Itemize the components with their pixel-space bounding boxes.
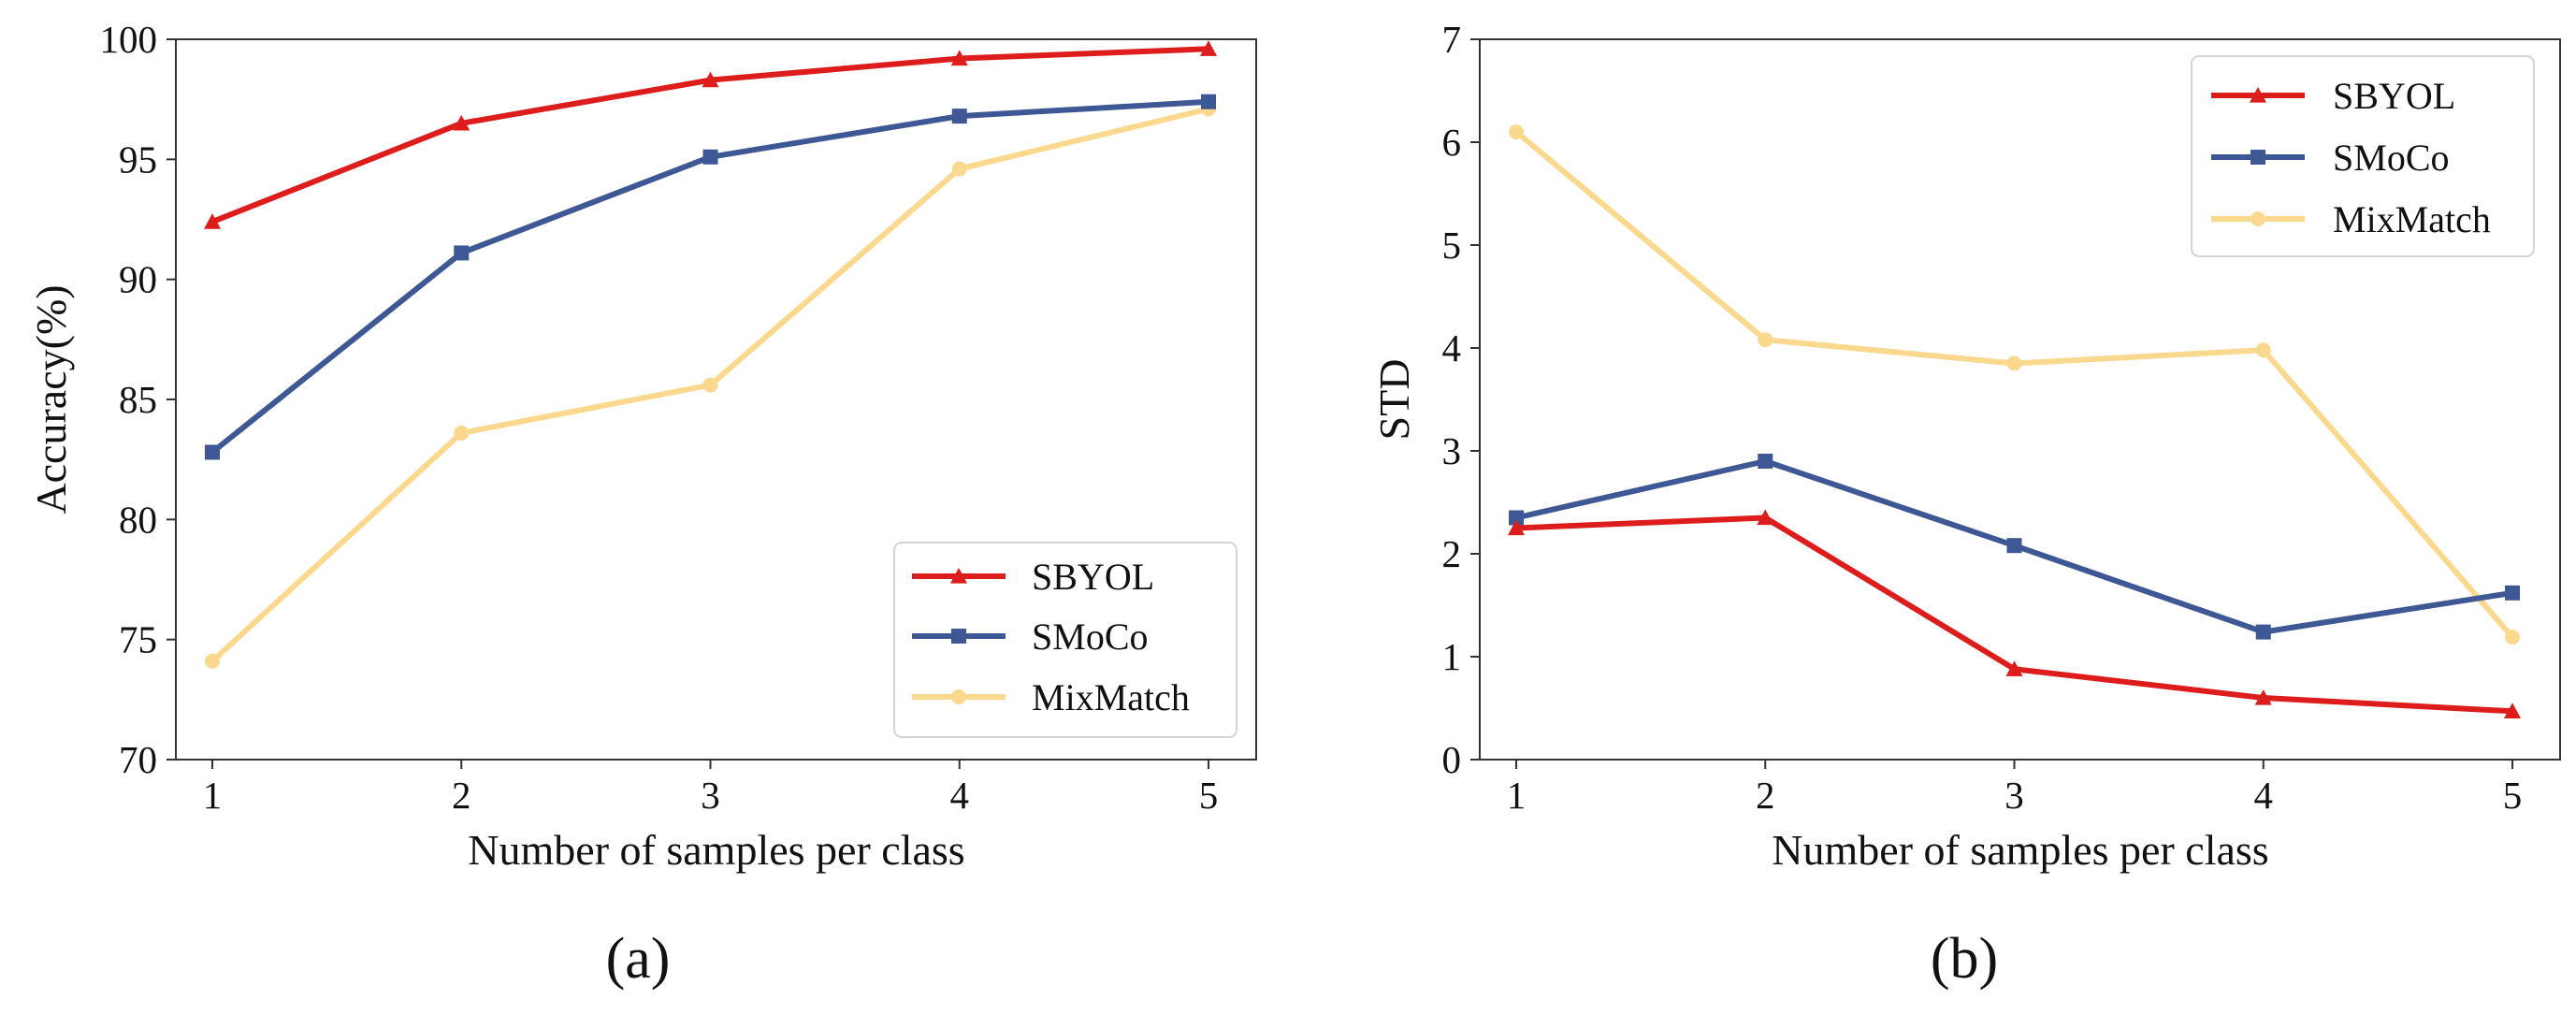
- x-tick-label-b-0: 1: [1507, 774, 1527, 817]
- x-tick-label-b-2: 3: [2004, 774, 2024, 817]
- x-axis-title-a: Number of samples per class: [468, 826, 964, 874]
- x-tick-label-a-4: 5: [1199, 774, 1219, 817]
- point-smoco-a-1: [454, 245, 470, 261]
- x-tick-label-a-3: 4: [950, 774, 970, 817]
- series-sbyol-a: [204, 40, 1217, 229]
- chart-panel-a: 1 2 3 4 5 70 75 80 85 90 95 100 Number of samples p…: [27, 18, 1257, 991]
- x-axis-title-b: Number of samples per class: [1772, 826, 2268, 874]
- y-tick-label-b-6: 6: [1442, 121, 1462, 164]
- point-mixmatch-a-3: [951, 161, 967, 177]
- y-tick-label-b-4: 4: [1442, 326, 1462, 370]
- legend-marker-sbyol-b: [2250, 87, 2266, 103]
- legend-label-sbyol-a: SBYOL: [1032, 556, 1154, 598]
- y-tick-label-b-2: 2: [1442, 532, 1462, 575]
- x-tick-label-a-0: 1: [203, 774, 223, 817]
- point-smoco-b-3: [2255, 624, 2271, 640]
- point-sbyol-b-2: [2005, 660, 2023, 676]
- legend-item-sbyol-b: SBYOL: [2211, 75, 2455, 117]
- y-tick-label-a-3: 85: [119, 378, 157, 421]
- point-mixmatch-b-1: [1758, 332, 1773, 348]
- y-tick-label-a-0: 70: [119, 738, 157, 781]
- series-smoco-b: [1509, 454, 2520, 640]
- legend-b: SBYOL SMoCo MixMatch: [2191, 55, 2535, 257]
- point-mixmatch-b-0: [1509, 124, 1524, 139]
- plot-frame-b: [1479, 38, 2561, 761]
- point-sbyol-b-3: [2254, 689, 2272, 705]
- point-sbyol-a-3: [950, 50, 968, 66]
- point-mixmatch-b-3: [2255, 342, 2271, 358]
- x-tick-label-b-4: 5: [2503, 774, 2523, 817]
- legend-label-sbyol-b: SBYOL: [2333, 75, 2455, 117]
- y-axis-title-a: Accuracy(%): [27, 284, 75, 514]
- x-tick-label-a-1: 2: [452, 774, 471, 817]
- x-tick-label-b-1: 2: [1756, 774, 1775, 817]
- y-axis-title-b: STD: [1370, 359, 1418, 441]
- point-smoco-a-3: [951, 109, 967, 124]
- legend-label-smoco-a: SMoCo: [1032, 616, 1149, 658]
- legend-item-mixmatch-a: MixMatch: [912, 676, 1190, 718]
- point-smoco-b-2: [2006, 538, 2022, 554]
- legend-marker-mixmatch-b: [2250, 211, 2265, 226]
- point-sbyol-b-1: [1757, 509, 1774, 526]
- series-mixmatch-b: [1509, 124, 2520, 645]
- series-layer-a: [204, 40, 1217, 669]
- legend-item-smoco-b: SMoCo: [2211, 137, 2450, 179]
- point-sbyol-a-4: [1200, 40, 1217, 56]
- y-tick-label-b-7: 7: [1442, 18, 1462, 61]
- point-smoco-a-2: [702, 149, 718, 165]
- y-tick-label-b-5: 5: [1442, 224, 1462, 267]
- point-mixmatch-a-1: [454, 425, 470, 441]
- point-smoco-b-0: [1509, 510, 1524, 526]
- point-smoco-a-0: [205, 444, 220, 460]
- legend-item-mixmatch-b: MixMatch: [2211, 198, 2491, 240]
- legend-marker-sbyol-a: [950, 568, 967, 584]
- point-smoco-b-4: [2505, 585, 2520, 601]
- series-smoco-a: [205, 94, 1216, 460]
- point-mixmatch-b-2: [2006, 355, 2022, 371]
- y-tick-label-b-0: 0: [1442, 738, 1462, 781]
- y-tick-label-a-6: 100: [100, 18, 158, 61]
- legend-item-sbyol-a: SBYOL: [912, 556, 1154, 598]
- legend-label-smoco-b: SMoCo: [2333, 137, 2450, 179]
- point-mixmatch-b-4: [2505, 630, 2520, 645]
- point-mixmatch-a-2: [702, 377, 718, 393]
- x-tick-label-a-2: 3: [701, 774, 720, 817]
- y-tick-label-a-5: 95: [119, 138, 157, 181]
- series-layer-b: [1508, 124, 2521, 718]
- ticks-layer-b: 1 2 3 4 5 0 1 2 3 4 5 6 7: [1442, 18, 2523, 817]
- legend-box-a: [893, 542, 1237, 738]
- chart-panel-b: 1 2 3 4 5 0 1 2 3 4 5 6 7 Number of samples per clas…: [1370, 18, 2561, 991]
- x-tick-label-b-3: 4: [2254, 774, 2274, 817]
- legend-label-mixmatch-b: MixMatch: [2333, 198, 2491, 240]
- ticks-layer-a: 1 2 3 4 5 70 75 80 85 90 95 100: [100, 18, 1219, 817]
- series-sbyol-b: [1508, 509, 2521, 718]
- point-sbyol-b-0: [1508, 519, 1525, 536]
- legend-box-b: [2191, 55, 2535, 257]
- legend-marker-smoco-a: [951, 629, 966, 644]
- legend-item-smoco-a: SMoCo: [912, 616, 1149, 658]
- point-smoco-b-1: [1758, 454, 1773, 469]
- point-sbyol-a-2: [702, 71, 719, 88]
- y-tick-label-a-2: 80: [119, 498, 157, 541]
- y-tick-label-b-1: 1: [1442, 635, 1462, 678]
- panel-caption-a: (a): [606, 927, 671, 991]
- point-sbyol-a-1: [453, 114, 470, 131]
- point-mixmatch-a-0: [205, 653, 220, 669]
- panel-caption-b: (b): [1931, 927, 1998, 991]
- point-smoco-a-4: [1201, 94, 1216, 109]
- point-sbyol-a-0: [204, 213, 221, 229]
- legend-marker-mixmatch-a: [951, 689, 966, 704]
- legend-label-mixmatch-a: MixMatch: [1032, 676, 1190, 718]
- legend-a: SBYOL SMoCo MixMatch: [893, 542, 1237, 738]
- y-tick-label-b-3: 3: [1442, 429, 1462, 472]
- y-tick-label-a-1: 75: [119, 618, 157, 661]
- y-tick-label-a-4: 90: [119, 258, 157, 301]
- legend-marker-smoco-b: [2250, 150, 2265, 165]
- point-sbyol-b-4: [2504, 703, 2521, 718]
